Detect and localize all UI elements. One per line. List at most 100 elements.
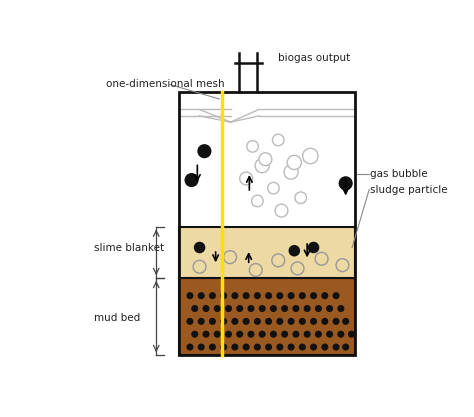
Circle shape xyxy=(270,331,277,338)
Circle shape xyxy=(326,331,333,338)
Text: one-dimensional mesh: one-dimensional mesh xyxy=(107,79,225,89)
Circle shape xyxy=(332,292,339,299)
Circle shape xyxy=(198,318,205,325)
Circle shape xyxy=(214,331,221,338)
Circle shape xyxy=(231,318,238,325)
Circle shape xyxy=(284,165,298,179)
Circle shape xyxy=(302,148,318,164)
Circle shape xyxy=(220,292,227,299)
Circle shape xyxy=(220,344,227,351)
Circle shape xyxy=(184,173,199,187)
Circle shape xyxy=(231,292,238,299)
Circle shape xyxy=(292,331,300,338)
Circle shape xyxy=(321,292,328,299)
Circle shape xyxy=(337,331,345,338)
Circle shape xyxy=(249,264,262,276)
Text: slime blanket: slime blanket xyxy=(94,243,164,253)
Circle shape xyxy=(254,292,261,299)
Text: sludge particle: sludge particle xyxy=(370,185,447,195)
Circle shape xyxy=(243,344,250,351)
Circle shape xyxy=(332,318,339,325)
Circle shape xyxy=(292,305,300,312)
Circle shape xyxy=(275,204,288,217)
Circle shape xyxy=(255,158,269,173)
Circle shape xyxy=(202,331,210,338)
Circle shape xyxy=(273,134,284,146)
Circle shape xyxy=(259,305,266,312)
Circle shape xyxy=(209,318,216,325)
Circle shape xyxy=(321,344,328,351)
Circle shape xyxy=(191,305,198,312)
Text: biogas output: biogas output xyxy=(278,53,350,63)
Circle shape xyxy=(193,260,206,273)
Circle shape xyxy=(197,144,211,158)
Circle shape xyxy=(315,331,322,338)
Circle shape xyxy=(288,318,295,325)
Circle shape xyxy=(225,331,232,338)
Circle shape xyxy=(202,305,210,312)
Circle shape xyxy=(276,318,283,325)
Circle shape xyxy=(281,331,288,338)
Circle shape xyxy=(186,344,193,351)
Circle shape xyxy=(198,292,205,299)
Circle shape xyxy=(338,176,353,190)
Circle shape xyxy=(332,344,339,351)
Circle shape xyxy=(254,344,261,351)
Circle shape xyxy=(265,318,272,325)
Circle shape xyxy=(247,331,255,338)
Bar xyxy=(179,227,356,278)
Circle shape xyxy=(308,242,319,253)
Circle shape xyxy=(348,331,355,338)
Circle shape xyxy=(225,305,232,312)
Circle shape xyxy=(315,252,328,265)
Circle shape xyxy=(287,156,301,169)
Circle shape xyxy=(288,344,295,351)
Circle shape xyxy=(299,292,306,299)
Circle shape xyxy=(247,141,258,152)
Circle shape xyxy=(270,305,277,312)
Circle shape xyxy=(291,262,304,275)
Circle shape xyxy=(310,318,317,325)
Circle shape xyxy=(240,172,253,185)
Bar xyxy=(179,92,356,355)
Circle shape xyxy=(299,318,306,325)
Circle shape xyxy=(231,344,238,351)
Circle shape xyxy=(252,195,263,207)
Circle shape xyxy=(191,331,198,338)
Circle shape xyxy=(236,331,243,338)
Circle shape xyxy=(288,292,295,299)
Circle shape xyxy=(236,305,243,312)
Circle shape xyxy=(276,344,283,351)
Circle shape xyxy=(254,318,261,325)
Circle shape xyxy=(265,344,272,351)
Circle shape xyxy=(310,292,317,299)
Circle shape xyxy=(326,305,333,312)
Circle shape xyxy=(186,318,193,325)
Circle shape xyxy=(304,331,310,338)
Circle shape xyxy=(299,344,306,351)
Circle shape xyxy=(198,344,205,351)
Circle shape xyxy=(209,292,216,299)
Text: gas bubble: gas bubble xyxy=(370,168,428,178)
Circle shape xyxy=(259,331,266,338)
Circle shape xyxy=(342,344,349,351)
Circle shape xyxy=(304,305,310,312)
Circle shape xyxy=(247,305,255,312)
Circle shape xyxy=(214,305,221,312)
Circle shape xyxy=(276,292,283,299)
Bar xyxy=(179,278,356,355)
Circle shape xyxy=(272,254,285,267)
Circle shape xyxy=(243,292,250,299)
Circle shape xyxy=(265,292,272,299)
Circle shape xyxy=(224,251,237,264)
Circle shape xyxy=(220,318,227,325)
Circle shape xyxy=(321,318,328,325)
Circle shape xyxy=(337,305,345,312)
Circle shape xyxy=(342,318,349,325)
Circle shape xyxy=(259,153,272,166)
Circle shape xyxy=(315,305,322,312)
Circle shape xyxy=(209,344,216,351)
Circle shape xyxy=(268,182,279,194)
Circle shape xyxy=(336,259,349,271)
Circle shape xyxy=(281,305,288,312)
